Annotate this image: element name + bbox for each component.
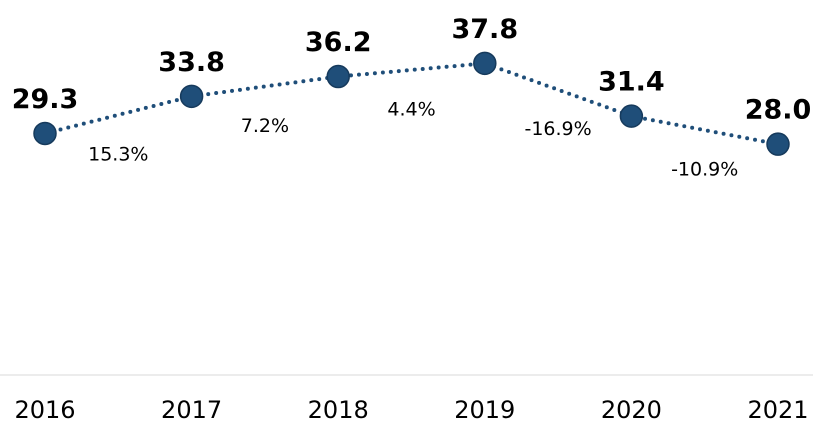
x-tick-label: 2017: [161, 396, 222, 424]
change-label: 7.2%: [241, 115, 289, 137]
point: [619, 104, 644, 128]
point: [326, 64, 350, 89]
value-label: 33.8: [158, 47, 225, 78]
point: [179, 84, 204, 109]
x-tick-label: 2019: [454, 396, 515, 424]
value-label: 28.0: [745, 95, 812, 126]
change-label: -10.9%: [671, 159, 738, 181]
x-tick-label: 2021: [747, 396, 808, 424]
change-label: 15.3%: [88, 143, 148, 165]
x-tick-label: 2020: [601, 396, 662, 424]
value-label: 37.8: [451, 14, 518, 45]
point: [473, 51, 497, 76]
point: [33, 121, 57, 146]
value-label: 31.4: [598, 67, 665, 98]
x-tick-label: 2018: [308, 396, 369, 424]
value-label: 36.2: [305, 27, 372, 58]
point: [766, 132, 790, 156]
x-tick-label: 2016: [14, 396, 75, 424]
line: [43, 61, 780, 147]
value-label: 29.3: [12, 84, 79, 115]
change-label: 4.4%: [387, 98, 435, 120]
change-label: -16.9%: [524, 118, 591, 140]
